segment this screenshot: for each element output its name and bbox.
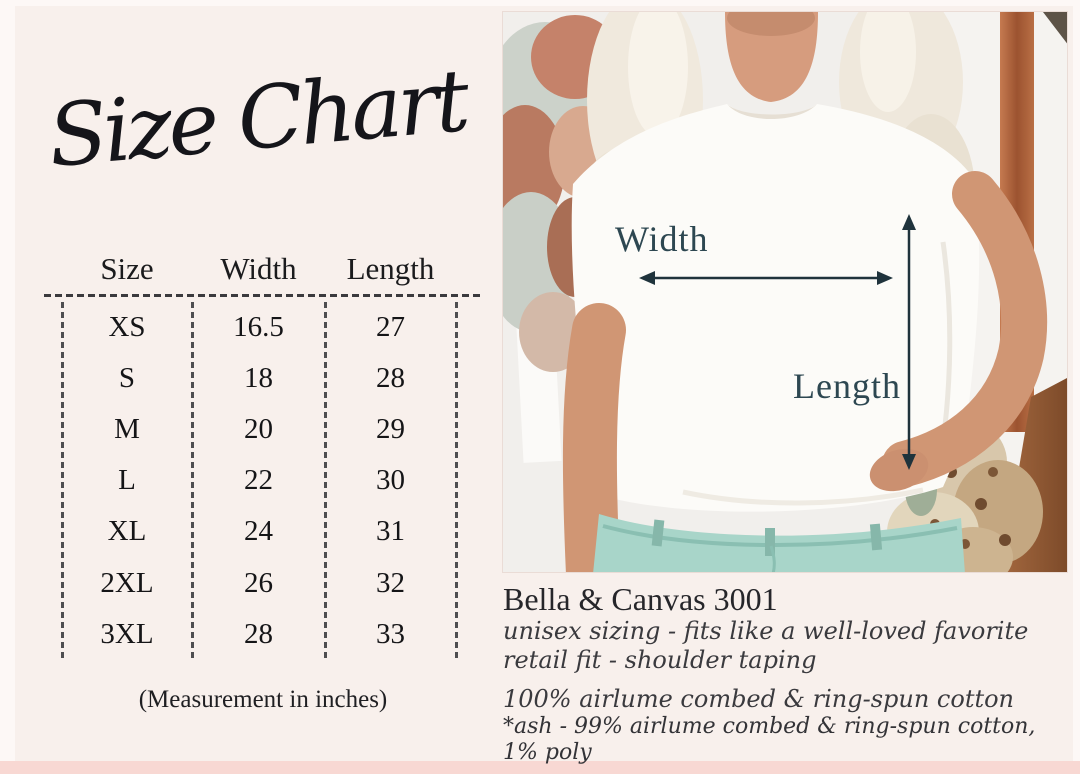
cell-length: 33 <box>376 617 405 650</box>
width-annotation-label: Width <box>615 219 709 259</box>
column-header-width: Width <box>220 251 297 286</box>
cell-size: 3XL <box>100 617 154 650</box>
cell-length: 32 <box>376 566 405 599</box>
cell-width: 24 <box>244 515 273 548</box>
product-detail-ash-note: *ash - 99% airlume combed & ring-spun co… <box>503 713 1036 765</box>
cell-width: 20 <box>244 413 273 446</box>
cell-width: 16.5 <box>233 311 284 344</box>
bottom-pink-border <box>0 761 1080 774</box>
cell-length: 27 <box>376 311 405 344</box>
product-name: Bella & Canvas 3001 <box>503 581 778 617</box>
product-info: Bella & Canvas 3001 unisex sizing - fits… <box>503 581 1073 766</box>
model-photo-illustration <box>503 12 1067 572</box>
cell-width: 22 <box>244 464 273 497</box>
cell-size: L <box>118 464 136 497</box>
cell-size: S <box>118 362 136 395</box>
cell-size: XS <box>108 311 146 344</box>
cell-length: 29 <box>376 413 405 446</box>
table-divider-size-width <box>191 302 194 660</box>
cell-width: 28 <box>244 617 273 650</box>
length-annotation-label: Length <box>793 366 901 406</box>
jeans <box>593 514 965 572</box>
cell-size: 2XL <box>100 566 154 599</box>
arms <box>562 171 1048 572</box>
measurement-units-note: (Measurement in inches) <box>138 686 388 713</box>
cell-size: M <box>114 413 140 446</box>
table-divider-left <box>61 302 64 660</box>
column-header-size: Size <box>100 251 154 286</box>
cell-width: 18 <box>244 362 273 395</box>
neck <box>725 12 818 102</box>
cell-size: XL <box>107 515 147 548</box>
measurement-arrows <box>639 214 916 470</box>
table-divider-width-length <box>324 302 327 660</box>
table-divider-right <box>455 302 458 660</box>
size-table: XS 16.5 27 S 18 28 M 20 29 L 22 30 XL 24… <box>62 302 456 660</box>
column-header-length: Length <box>346 251 435 286</box>
cell-length: 31 <box>376 515 405 548</box>
table-header-row: Size Width Length <box>62 246 456 292</box>
table-header-rule <box>44 294 482 297</box>
product-detail-fabric: 100% airlume combed & ring-spun cotton <box>503 684 1015 713</box>
cell-length: 28 <box>376 362 405 395</box>
model-photo: Width Length <box>502 11 1068 573</box>
cell-length: 30 <box>376 464 405 497</box>
product-detail-sizing: unisex sizing - fits like a well-loved f… <box>503 617 1029 646</box>
product-detail-fit: retail fit - shoulder taping <box>503 645 817 674</box>
cell-width: 26 <box>244 566 273 599</box>
